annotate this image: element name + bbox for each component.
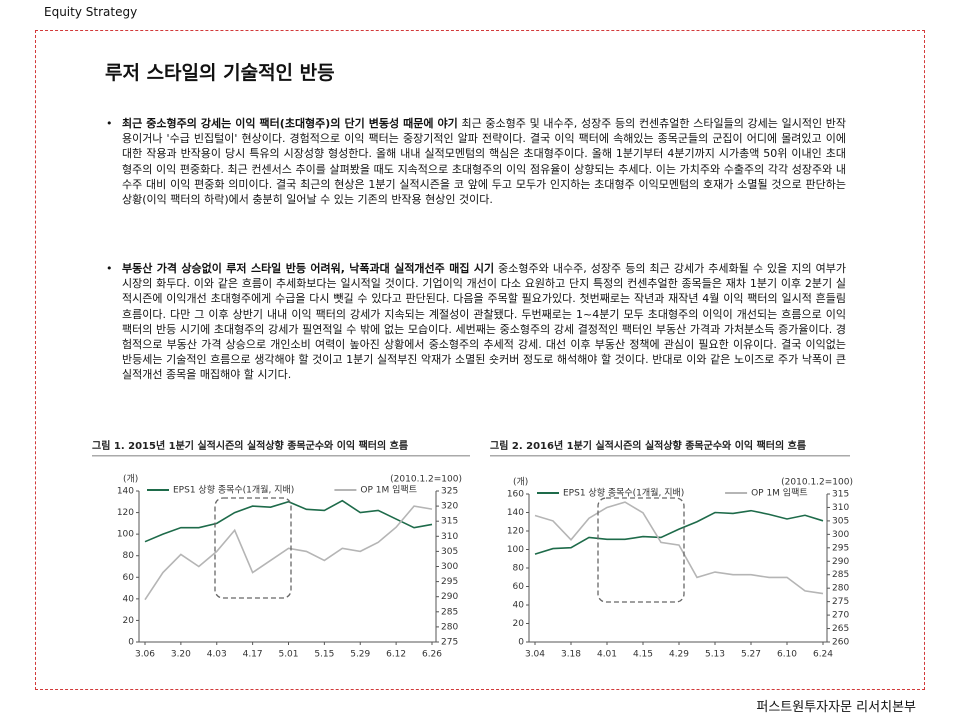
y-axis-label: (개) (123, 474, 138, 485)
header: Equity Strategy (44, 5, 138, 19)
y-tick-label: 140 (507, 508, 524, 518)
legend-label: EPS1 상향 종목수(1개월, 지배) (563, 487, 684, 499)
y-tick-label: 120 (117, 508, 134, 518)
x-tick-label: 4.17 (243, 650, 263, 660)
bullet-text: 최근 중소형주 및 내수주, 성장주 등의 컨센츄얼한 스타일들의 강세는 일시… (122, 117, 846, 207)
y2-tick-label: 290 (832, 557, 849, 567)
title: 루저 스타일의 기술적인 반등 (105, 62, 335, 84)
y2-tick-label: 300 (441, 562, 458, 572)
y-tick-label: 20 (123, 616, 135, 626)
series-line (534, 501, 824, 595)
y-tick-label: 80 (513, 564, 525, 574)
x-tick-label: 4.01 (597, 650, 617, 660)
y-tick-label: 80 (123, 551, 135, 561)
y2-tick-label: 295 (441, 577, 458, 587)
y2-tick-label: 280 (441, 622, 458, 632)
x-tick-label: 6.24 (813, 650, 833, 660)
x-tick-label: 5.01 (278, 650, 298, 660)
y2-tick-label: 295 (832, 543, 849, 553)
series-line (144, 505, 433, 601)
y-tick-label: 0 (518, 638, 524, 648)
y-tick-label: 20 (513, 619, 525, 629)
frame (35, 30, 925, 690)
y2-tick-label: 285 (441, 607, 458, 617)
y2-tick-label: 325 (441, 487, 458, 497)
x-tick-label: 4.15 (633, 650, 653, 660)
y-axis-label: (개) (513, 477, 528, 488)
y2-tick-label: 275 (832, 597, 849, 607)
legend-label: OP 1M 임팩트 (360, 484, 417, 496)
y-tick-label: 140 (117, 487, 134, 497)
x-tick-label: 5.15 (314, 650, 334, 660)
y2-tick-label: 285 (832, 570, 849, 580)
highlight-box (597, 497, 685, 603)
x-tick-label: 3.20 (171, 650, 191, 660)
x-tick-label: 6.26 (422, 650, 442, 660)
y2-tick-label: 320 (441, 502, 458, 512)
title-rule (92, 455, 470, 457)
chart-title: 그림 1. 2015년 1분기 실적시즌의 실적상향 종목군수와 이익 팩터의 … (92, 439, 408, 452)
x-tick-label: 6.10 (777, 650, 797, 660)
y-tick-label: 60 (123, 573, 135, 583)
x-tick-label: 5.13 (705, 650, 725, 660)
x-tick-label: 3.06 (135, 650, 155, 660)
y2-tick-label: 310 (832, 503, 849, 513)
x-tick-label: 3.18 (561, 650, 581, 660)
y2-axis-label: (2010.1.2=100) (390, 475, 462, 485)
highlight-box (214, 497, 292, 599)
series-line (534, 509, 824, 555)
legend-label: OP 1M 임팩트 (751, 487, 808, 499)
x-tick-label: 4.29 (669, 650, 689, 660)
title-rule (490, 455, 850, 457)
y2-tick-label: 310 (441, 532, 458, 542)
y2-axis-label: (2010.1.2=100) (781, 478, 853, 488)
y2-tick-label: 315 (441, 517, 458, 527)
y2-tick-label: 280 (832, 584, 849, 594)
y2-tick-label: 300 (832, 530, 849, 540)
bullet: • 최근 중소형주의 강세는 이익 팩터(초대형주)의 단기 변동성 때문에 야기… (106, 117, 846, 207)
y2-tick-label: 275 (441, 638, 458, 648)
y-tick-label: 100 (507, 545, 524, 555)
x-tick-label: 5.29 (350, 650, 370, 660)
y2-tick-label: 315 (832, 490, 849, 500)
x-tick-label: 5.27 (741, 650, 761, 660)
series-line (144, 499, 433, 543)
y-tick-label: 160 (507, 490, 524, 500)
y-tick-label: 100 (117, 530, 134, 540)
x-tick-label: 4.03 (207, 650, 227, 660)
y-tick-label: 60 (513, 582, 525, 592)
y-tick-label: 0 (128, 638, 134, 648)
legend-label: EPS1 상향 종목수(1개월, 지배) (173, 484, 294, 496)
footer: 퍼스트원투자자문 리서치본부 (756, 700, 916, 715)
y2-tick-label: 260 (832, 638, 849, 648)
chart-title: 그림 2. 2016년 1분기 실적시즌의 실적상향 종목군수와 이익 팩터의 … (490, 439, 806, 452)
bullet-lead: 최근 중소형주의 강세는 이익 팩터(초대형주)의 단기 변동성 때문에 야기 (122, 117, 458, 130)
bullet-text: 중소형주와 내수주, 성장주 등의 최근 강세가 추세화될 수 있을 지의 여부… (122, 262, 847, 382)
y2-tick-label: 265 (832, 624, 849, 634)
y-tick-label: 120 (507, 527, 524, 537)
y-tick-label: 40 (513, 601, 525, 611)
y2-tick-label: 270 (832, 611, 849, 621)
bullet-lead: 부동산 가격 상승없이 루저 스타일 반등 어려워, 낙폭과대 실적개선주 매집… (122, 262, 495, 275)
x-tick-label: 6.12 (386, 650, 406, 660)
x-tick-label: 3.04 (525, 650, 545, 660)
y-tick-label: 40 (123, 594, 135, 604)
y2-tick-label: 305 (832, 516, 849, 526)
y2-tick-label: 305 (441, 547, 458, 557)
bullet: • 부동산 가격 상승없이 루저 스타일 반등 어려워, 낙폭과대 실적개선주 매… (106, 262, 847, 382)
y2-tick-label: 290 (441, 592, 458, 602)
